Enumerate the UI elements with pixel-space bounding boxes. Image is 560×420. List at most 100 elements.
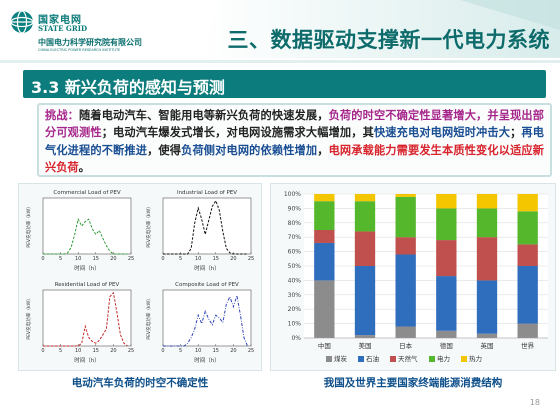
page-title: 三、数据驱动支撑新一代电力系统 [227,28,550,52]
x-axis-label: 时间（h） [194,356,220,364]
bar-segment-2 [395,237,416,255]
x-category-label: 德国 [440,341,453,350]
y-tick-label: 100% [284,191,301,198]
y-axis-label: PEV充电功率（kW） [145,296,152,340]
x-tick-label: 5 [179,256,182,262]
x-category-label: 世界 [521,341,535,350]
bar-segment-3 [436,208,457,241]
section-heading-bar: 3.3 新兴负荷的感知与预测 [23,70,546,98]
bar-segment-1 [314,242,335,281]
x-axis-label: 时间（h） [74,264,100,272]
bar-segment-2 [517,244,538,266]
legend-swatch-1 [358,356,364,362]
logo-text-en: STATE GRID [38,24,88,33]
challenge-highlight-2: 快速充电对电网短时冲击大 [373,126,511,140]
legend-swatch-4 [461,356,467,362]
x-tick-label: 5 [59,348,62,354]
challenge-box: 挑战：随着电动汽车、智能用电等新兴负荷的快速发展，负荷的时空不确定性显著增大，并… [37,103,552,177]
load-series-line [43,217,128,255]
commercial-pev-load-chart: Commercial Load of PEV 0 5 10 15 20 25 时间（h） PEV… [25,190,134,272]
right-chart-caption: 我国及世界主要国家终端能源消费结构 [323,377,503,389]
y-axis-label: PEV充电功率（kW） [25,204,32,248]
chart-title: Commercial Load of PEV [53,190,120,196]
section-title: 3.3 新兴负荷的感知与预测 [31,78,225,97]
x-tick-label: 25 [248,256,254,262]
legend-swatch-3 [429,356,435,362]
x-axis-label: 时间（h） [74,356,100,364]
residential-pev-load-chart: Residential Load of PEV 0 5 10 15 20 25 时间（h） PE… [25,282,134,364]
load-series-line [163,295,248,347]
x-tick-label: 25 [128,348,134,354]
x-tick-label: 15 [93,348,99,354]
x-tick-label: 10 [195,348,201,354]
plot-area [42,289,132,347]
challenge-highlight-5: 电网承载能力需要发生本质性变化以适应新兴负荷 [45,143,544,174]
x-tick-label: 0 [161,256,164,262]
bar-segment-3 [476,208,498,238]
bar-segment-3 [395,196,416,238]
bar-segment-3 [517,211,538,245]
x-tick-label: 20 [110,256,116,262]
load-series-line [43,291,128,347]
bar-segment-1 [476,280,498,334]
challenge-highlight-4: 负荷侧对电网的依赖性增加 [181,143,318,157]
bar-segment-0 [354,335,376,338]
load-series-line [163,199,248,255]
logo-text-cn: 国家电网 [38,15,82,26]
x-category-label: 英国 [481,341,494,350]
y-tick-label: 80% [288,220,302,227]
challenge-label: 挑战： [45,109,80,122]
header-decoration [200,0,560,58]
organization-name-en: CHINA ELECTRIC POWER RESEARCH INSTITUTE [38,48,121,52]
bar-segment-4 [436,194,457,209]
y-axis-label: PEV充电功率（kW） [25,296,32,340]
bar-segment-1 [436,276,457,331]
x-tick-label: 0 [161,348,164,354]
plot-area [162,289,252,347]
challenge-text-2: ；电动汽车爆发式增长，对电网设施需求大幅增加，其 [101,126,374,140]
y-tick-label: 0% [291,335,301,342]
y-tick-label: 10% [288,321,302,328]
x-tick-label: 10 [75,348,81,354]
bar-segment-4 [517,194,538,212]
bar-segment-2 [314,230,335,243]
y-tick-label: 70% [288,234,302,241]
bar-segment-1 [354,266,376,336]
x-tick-label: 15 [213,256,219,262]
y-tick-label: 40% [288,277,302,284]
y-tick-label: 30% [288,292,302,299]
challenge-text-5: ， [317,143,329,157]
organization-name: 中国电力科学研究院有限公司 [38,38,142,47]
bar-segment-0 [517,323,538,338]
x-tick-label: 0 [41,348,44,354]
y-axis-label: PEV充电功率（kW） [145,204,152,248]
x-tick-label: 0 [41,256,44,262]
page-number: 18 [529,398,540,407]
x-tick-label: 15 [93,256,99,262]
challenge-paragraph: 挑战：随着电动汽车、智能用电等新兴负荷的快速发展，负荷的时空不确定性显著增大，并… [45,107,544,176]
chart-title: Composite Load of PEV [175,282,239,288]
bar-segment-1 [395,254,416,327]
challenge-highlight-1: 负荷的时空不确定性显著增大，并呈现出部分可观测性 [45,109,544,140]
challenge-text-4: ，使得 [147,143,182,157]
chart-title: Industrial Load of PEV [177,190,237,196]
energy-consumption-structure-chart: 0% 10% 20% 30% 40% 50% 60% 70% 80% 90% 100% 中国 美国 日本 德… [284,191,548,363]
state-grid-logo: 国家电网 STATE GRID 中国电力科学研究院有限公司 CHINA ELEC… [10,8,180,52]
legend-swatch-0 [326,356,332,362]
legend-label-3: 电力 [437,354,450,363]
state-grid-globe-icon [10,10,34,34]
left-chart-caption: 电动汽车负荷的时空不确定性 [71,377,209,389]
bar-segment-2 [476,237,498,281]
challenge-highlight-3: 再电气化进程的不断推进 [45,126,544,157]
composite-pev-load-chart: Composite Load of PEV 0 5 10 15 20 25 时间（h） PEV充… [145,282,254,364]
x-category-label: 中国 [318,341,331,350]
x-category-label: 美国 [359,341,372,350]
bar-segment-0 [314,280,335,338]
x-axis-label: 时间（h） [194,264,220,272]
legend-label-4: 热力 [469,354,482,363]
bar-segment-2 [436,240,457,277]
legend-swatch-2 [390,356,396,362]
bar-segment-2 [354,231,376,266]
x-tick-label: 25 [128,256,134,262]
x-tick-label: 20 [230,256,236,262]
